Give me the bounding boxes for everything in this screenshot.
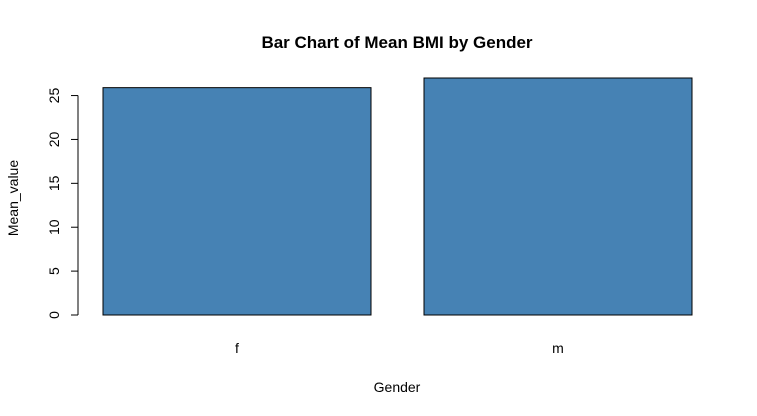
y-tick-label: 25 (46, 88, 62, 104)
bar-m (423, 77, 693, 316)
y-tick-label: 15 (46, 175, 62, 191)
y-tick-label: 20 (46, 131, 62, 147)
x-tick-label-m: m (552, 340, 564, 356)
y-axis: 0 5 10 15 20 25 (46, 88, 79, 319)
y-tick-label: 0 (46, 311, 62, 319)
y-tick-label: 10 (46, 219, 62, 235)
x-tick-label-f: f (235, 340, 239, 356)
y-axis-label: Mean_value (5, 160, 21, 236)
x-axis-label: Gender (374, 379, 421, 395)
y-tick-label: 5 (46, 267, 62, 275)
bars-group (102, 77, 693, 316)
chart-title: Bar Chart of Mean BMI by Gender (261, 33, 532, 52)
bar-f (102, 87, 372, 316)
